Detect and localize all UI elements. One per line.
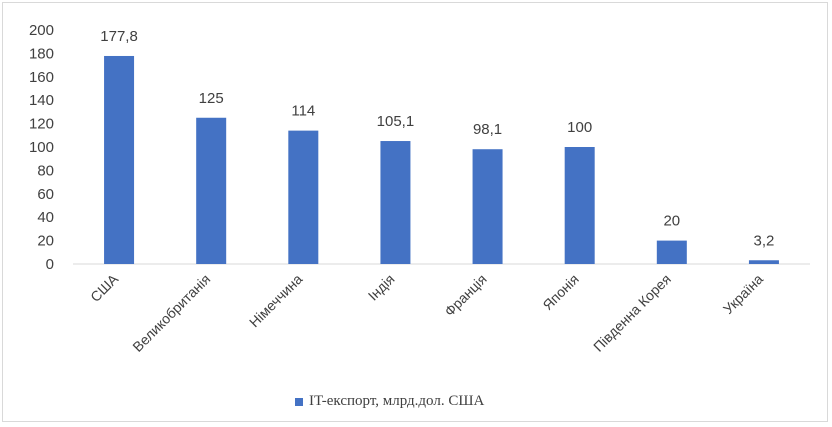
y-tick-label: 40	[37, 209, 54, 226]
y-tick-label: 180	[29, 45, 54, 62]
category-label: Німеччина	[246, 271, 306, 331]
y-tick-label: 120	[29, 116, 54, 133]
data-label: 125	[199, 90, 224, 107]
category-label: Україна	[720, 271, 766, 317]
bar	[748, 260, 779, 264]
data-label: 20	[663, 213, 680, 230]
bar	[472, 149, 503, 264]
y-tick-label: 80	[37, 162, 54, 179]
data-label: 100	[567, 119, 592, 136]
y-axis-ticks: 0 20 40 60 80 100 120 140 160 180 200	[29, 22, 54, 273]
data-label: 3,2	[754, 232, 775, 249]
bar	[656, 240, 687, 264]
y-tick-label: 140	[29, 92, 54, 109]
y-tick-label: 20	[37, 233, 54, 250]
category-label: Південна Корея	[590, 271, 674, 355]
y-tick-label: 200	[29, 22, 54, 39]
data-labels: 177,8 125 114 105,1 98,1 100 20 3,2	[100, 28, 774, 249]
data-label: 177,8	[100, 28, 138, 45]
category-labels: США Великобританія Німеччина Індія Франція Яп…	[87, 270, 766, 354]
bar	[564, 147, 595, 264]
bar	[380, 141, 411, 264]
category-label: Великобританія	[129, 271, 213, 355]
category-label: США	[87, 270, 122, 305]
data-label: 114	[291, 103, 315, 120]
y-tick-label: 100	[29, 139, 54, 156]
legend-swatch	[295, 397, 303, 406]
legend: IT-експорт, млрд.дол. США	[295, 393, 484, 410]
category-label: Франція	[441, 271, 490, 320]
y-tick-label: 160	[29, 69, 54, 86]
bar	[288, 130, 319, 264]
data-label: 105,1	[377, 113, 415, 130]
bar	[196, 117, 227, 264]
y-tick-label: 60	[37, 186, 54, 203]
chart-frame	[2, 2, 828, 422]
data-label: 98,1	[473, 121, 502, 138]
bars	[104, 55, 779, 264]
legend-label: IT-експорт, млрд.дол. США	[309, 393, 485, 409]
category-label: Індія	[365, 271, 398, 304]
category-label: Японія	[539, 271, 581, 313]
bar	[104, 55, 135, 264]
y-tick-label: 0	[46, 256, 54, 273]
